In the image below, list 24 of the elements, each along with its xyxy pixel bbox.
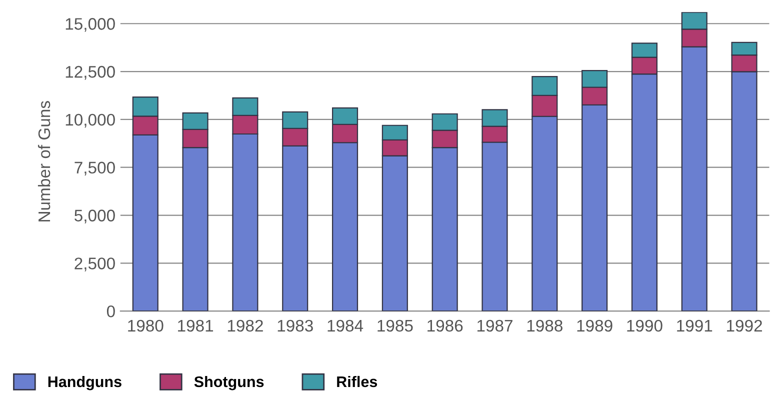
x-tick-label: 1989 — [577, 320, 612, 332]
y-tick-label: 5,000 — [74, 210, 115, 224]
x-tick-label: 1984 — [328, 320, 364, 332]
y-tick-label: 7,500 — [74, 162, 115, 176]
x-tick-label: 1980 — [128, 320, 164, 332]
x-tick-label: 1986 — [428, 320, 463, 332]
legend-label: Shotguns — [194, 376, 264, 390]
y-tick-label: 0 — [106, 305, 115, 318]
y-tick-label: 12,500 — [66, 66, 115, 80]
y-tick-label: 10,000 — [66, 114, 115, 128]
y-axis-title: Number of Guns — [38, 101, 50, 222]
x-tick-label: 1988 — [527, 320, 562, 332]
x-tick-label: 1990 — [627, 320, 662, 332]
x-tick-label: 1992 — [727, 320, 762, 332]
x-tick-label: 1985 — [378, 320, 413, 332]
legend-label: Rifles — [337, 376, 378, 388]
legend-label: Handguns — [48, 376, 122, 390]
x-tick-label: 1991 — [677, 320, 712, 332]
x-tick-label: 1987 — [477, 320, 512, 332]
x-tick-label: 1981 — [178, 320, 214, 332]
y-tick-label: 2,500 — [74, 258, 115, 272]
x-tick-label: 1982 — [228, 320, 263, 332]
y-tick-label: 15,000 — [66, 18, 115, 32]
x-tick-label: 1983 — [278, 320, 313, 332]
